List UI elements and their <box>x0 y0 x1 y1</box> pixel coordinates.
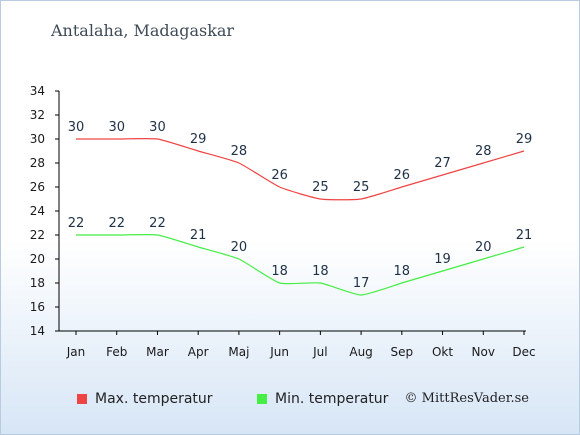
legend-label-max: Max. temperatur <box>95 391 213 407</box>
y-tick-label: 30 <box>30 132 45 146</box>
max-data-label: 26 <box>394 168 411 183</box>
y-tick-label: 20 <box>30 252 45 266</box>
min-data-label: 18 <box>312 264 329 279</box>
max-data-label: 28 <box>231 144 248 159</box>
max-data-label: 25 <box>312 180 329 195</box>
max-data-label: 28 <box>475 144 492 159</box>
chart-title: Antalaha, Madagaskar <box>51 21 235 40</box>
x-tick-label: Mar <box>146 345 169 359</box>
max-data-label: 30 <box>68 120 85 135</box>
x-tick-label: Okt <box>432 345 453 359</box>
y-tick-label: 34 <box>30 84 45 98</box>
x-tick-label: Jul <box>312 345 327 359</box>
max-data-label: 26 <box>271 168 288 183</box>
x-tick-label: Jan <box>66 345 86 359</box>
x-tick-label: Nov <box>472 345 495 359</box>
y-tick-label: 26 <box>30 180 45 194</box>
x-tick-label: Aug <box>349 345 372 359</box>
y-tick-label: 14 <box>30 324 45 338</box>
x-tick-label: Maj <box>228 345 249 359</box>
min-data-label: 21 <box>190 228 207 243</box>
y-tick-label: 16 <box>30 300 45 314</box>
max-data-label: 27 <box>434 156 451 171</box>
legend-swatch-max <box>77 394 87 404</box>
min-data-label: 18 <box>394 264 411 279</box>
y-tick-label: 18 <box>30 276 45 290</box>
min-data-label: 20 <box>475 240 492 255</box>
x-tick-label: Sep <box>391 345 414 359</box>
max-temperature-line <box>76 137 525 201</box>
min-data-label: 22 <box>149 216 166 231</box>
y-tick-label: 32 <box>30 108 45 122</box>
y-tick-label: 24 <box>30 204 45 218</box>
min-data-label: 17 <box>353 276 370 291</box>
y-tick-label: 22 <box>30 228 45 242</box>
min-data-label: 20 <box>231 240 248 255</box>
max-data-label: 25 <box>353 180 370 195</box>
min-data-label: 22 <box>108 216 125 231</box>
legend-item-min: Min. temperatur <box>257 391 388 407</box>
min-data-label: 18 <box>271 264 288 279</box>
min-data-label: 22 <box>68 216 85 231</box>
legend-swatch-min <box>257 394 267 404</box>
max-data-label: 29 <box>190 132 207 147</box>
max-data-label: 30 <box>149 120 166 135</box>
max-data-label: 29 <box>516 132 533 147</box>
legend-item-max: Max. temperatur <box>77 391 213 407</box>
x-tick-label: Jun <box>269 345 289 359</box>
x-tick-label: Dec <box>512 345 535 359</box>
min-data-label: 21 <box>516 228 533 243</box>
x-tick-label: Feb <box>106 345 127 359</box>
min-temperature-line <box>76 233 525 296</box>
credit-text: © MittResVader.se <box>404 391 529 406</box>
x-tick-label: Apr <box>188 345 209 359</box>
min-data-label: 19 <box>434 252 451 267</box>
y-tick-label: 28 <box>30 156 45 170</box>
max-data-label: 30 <box>108 120 125 135</box>
legend-label-min: Min. temperatur <box>275 391 389 407</box>
